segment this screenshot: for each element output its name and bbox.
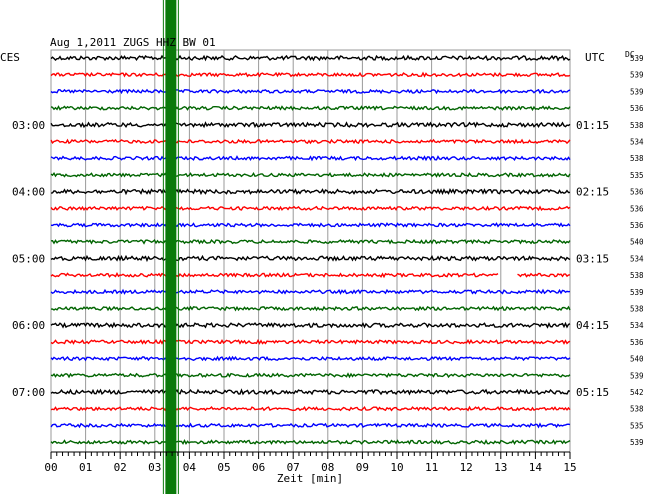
trace-line [50, 187, 571, 196]
dc-value: 536 [630, 204, 644, 213]
right-time-label: 04:15 [576, 319, 609, 332]
trace-line [50, 372, 571, 379]
time-labels: 539 539 539 536 538 534 538 535 536 536 536 540 534 5… [12, 54, 644, 447]
dc-value: 536 [630, 104, 644, 113]
dc-value: 539 [630, 371, 644, 380]
trace-line [50, 105, 571, 112]
event-band [165, 0, 177, 494]
time-axis: 00 01 02 03 04 05 06 07 08 09 10 11 12 13 14 15 [44, 451, 577, 474]
trace-line [50, 321, 571, 329]
x-tick-label: 01 [79, 461, 92, 474]
dc-value: 539 [630, 54, 644, 63]
trace-line [50, 205, 571, 212]
seismic-traces [50, 54, 571, 446]
dc-value: 534 [630, 254, 644, 263]
dc-value: 538 [630, 305, 644, 314]
x-tick-label: 06 [252, 461, 265, 474]
dc-column-label: DC [625, 50, 635, 59]
x-tick-label: 07 [287, 461, 300, 474]
dc-value: 542 [630, 388, 644, 397]
dc-value: 536 [630, 221, 644, 230]
x-tick-label: 15 [563, 461, 576, 474]
dc-value: 534 [630, 138, 644, 147]
dc-value: 538 [630, 405, 644, 414]
trace-line [50, 155, 571, 162]
trace-line [50, 422, 571, 429]
trace-line [50, 54, 571, 62]
trace-line [50, 271, 571, 279]
x-tick-label: 11 [425, 461, 438, 474]
x-tick-label: 05 [217, 461, 230, 474]
x-tick-label: 12 [460, 461, 473, 474]
trace-line [50, 254, 571, 263]
dc-value: 540 [630, 238, 644, 247]
trace-line [50, 121, 571, 129]
trace-line [51, 305, 571, 312]
trace-line [50, 88, 571, 95]
dc-value: 538 [630, 121, 644, 130]
earthquake-event-marker [162, 0, 179, 494]
x-tick-label: 04 [183, 461, 197, 474]
left-time-label: 05:00 [12, 252, 45, 265]
dc-value: 535 [630, 421, 644, 430]
left-time-label: 04:00 [12, 186, 45, 199]
dc-value: 539 [630, 288, 644, 297]
trace-line [50, 71, 571, 78]
right-zone-label: UTC [585, 51, 605, 64]
dc-value: 538 [630, 271, 644, 280]
left-time-label: 07:00 [12, 386, 45, 399]
x-axis-label: Zeit [min] [277, 472, 343, 485]
plot-grid [50, 49, 571, 453]
x-tick-label: 00 [44, 461, 57, 474]
trace-line [50, 238, 571, 245]
left-time-label: 06:00 [12, 319, 45, 332]
dc-value: 536 [630, 338, 644, 347]
left-time-label: 03:00 [12, 119, 45, 132]
trace-line [50, 388, 571, 396]
chart-title: Aug 1,2011 ZUGS HHZ BW 01 [50, 36, 216, 49]
x-tick-label: 03 [148, 461, 161, 474]
x-tick-label: 02 [114, 461, 127, 474]
trace-line [50, 338, 571, 345]
trace-line [50, 288, 571, 295]
left-zone-label: CES [0, 51, 20, 64]
trace-line [50, 439, 571, 446]
x-tick-label: 14 [529, 461, 543, 474]
x-tick-label: 13 [494, 461, 507, 474]
dc-value: 540 [630, 355, 644, 364]
dc-value: 538 [630, 154, 644, 163]
right-time-label: 01:15 [576, 119, 609, 132]
dc-value: 539 [630, 438, 644, 447]
right-time-label: 02:15 [576, 186, 609, 199]
dc-value: 536 [630, 188, 644, 197]
dc-value: 535 [630, 171, 644, 180]
trace-line [50, 222, 571, 228]
x-tick-label: 08 [321, 461, 334, 474]
trace-line [50, 405, 571, 412]
x-tick-label: 09 [356, 461, 369, 474]
right-time-label: 03:15 [576, 252, 609, 265]
x-tick-label: 10 [390, 461, 403, 474]
trace-line [50, 138, 571, 145]
dc-value: 539 [630, 87, 644, 96]
trace-line [50, 172, 571, 178]
dc-value: 534 [630, 321, 644, 330]
dc-value: 539 [630, 71, 644, 80]
trace-line [50, 355, 571, 362]
right-time-label: 05:15 [576, 386, 609, 399]
